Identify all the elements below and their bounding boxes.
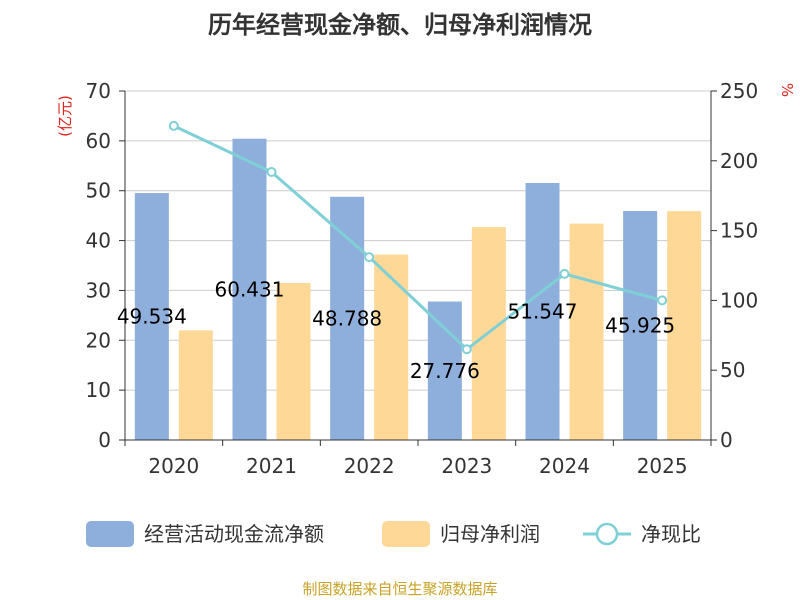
right-tick-label: 100 bbox=[720, 288, 758, 312]
x-tick-label: 2022 bbox=[344, 454, 395, 478]
bar-net-profit bbox=[178, 330, 213, 440]
x-tick-label: 2023 bbox=[441, 454, 492, 478]
bar-net-profit bbox=[276, 282, 311, 440]
bars bbox=[134, 138, 702, 440]
left-tick-label: 0 bbox=[98, 428, 111, 452]
line-net-cash-ratio bbox=[173, 124, 663, 352]
bar-operating-cashflow bbox=[134, 193, 169, 440]
data-label: 51.547 bbox=[508, 300, 578, 324]
x-tick-label: 2024 bbox=[539, 454, 590, 478]
axes: 0 10 20 30 40 50 60 70 0 50 100 150 200 250 2020 2021 20… bbox=[86, 79, 759, 478]
left-tick-label: 20 bbox=[86, 328, 111, 352]
legend-label-net-profit[interactable]: 归母净利润 bbox=[440, 522, 540, 546]
data-label: 48.788 bbox=[312, 306, 382, 330]
line-point bbox=[657, 295, 668, 306]
left-axis-unit: (亿元) bbox=[56, 95, 74, 137]
line-point bbox=[364, 252, 375, 263]
legend-swatch-marker[interactable] bbox=[595, 522, 619, 546]
bar-net-profit bbox=[667, 211, 702, 440]
bar-net-profit bbox=[374, 254, 409, 440]
legend-label-net-cash-ratio[interactable]: 净现比 bbox=[641, 522, 701, 546]
left-tick-label: 10 bbox=[86, 378, 111, 402]
right-tick-label: 0 bbox=[720, 428, 733, 452]
line-point bbox=[168, 120, 179, 131]
bar-operating-cashflow bbox=[232, 138, 267, 440]
bar-operating-cashflow bbox=[525, 183, 560, 440]
right-tick-label: 150 bbox=[720, 219, 758, 243]
legend[interactable]: 经营活动现金流净额 归母净利润 净现比 bbox=[86, 521, 701, 547]
line-point bbox=[559, 268, 570, 279]
x-tick-label: 2020 bbox=[148, 454, 199, 478]
data-labels: 49.534 60.431 48.788 27.776 51.547 45.925 bbox=[117, 277, 675, 382]
data-label: 60.431 bbox=[215, 277, 285, 301]
data-label: 49.534 bbox=[117, 305, 187, 329]
x-tick-label: 2021 bbox=[246, 454, 297, 478]
bar-operating-cashflow bbox=[427, 301, 462, 440]
left-tick-label: 50 bbox=[86, 179, 111, 203]
data-label: 45.925 bbox=[605, 314, 675, 338]
legend-label-operating-cashflow[interactable]: 经营活动现金流净额 bbox=[144, 522, 324, 546]
bar-net-profit bbox=[569, 223, 604, 440]
data-label: 27.776 bbox=[410, 359, 480, 383]
line-point bbox=[461, 344, 472, 355]
x-tick-label: 2025 bbox=[637, 454, 688, 478]
left-tick-label: 70 bbox=[86, 79, 111, 103]
right-tick-label: 250 bbox=[720, 79, 758, 103]
line-point bbox=[266, 166, 277, 177]
left-tick-label: 60 bbox=[86, 129, 111, 153]
source-note: 制图数据来自恒生聚源数据库 bbox=[302, 580, 497, 598]
right-tick-label: 200 bbox=[720, 149, 758, 173]
grid-lines bbox=[125, 90, 711, 391]
left-tick-label: 40 bbox=[86, 229, 111, 253]
bar-operating-cashflow bbox=[623, 211, 658, 440]
left-tick-label: 30 bbox=[86, 278, 111, 302]
right-axis-unit: % bbox=[778, 83, 796, 97]
legend-swatch-operating-cashflow[interactable] bbox=[86, 521, 134, 547]
legend-swatch-net-profit[interactable] bbox=[382, 521, 430, 547]
chart-title: 历年经营现金净额、归母净利润情况 bbox=[208, 11, 592, 39]
line-series bbox=[168, 120, 668, 355]
right-tick-label: 50 bbox=[720, 358, 745, 382]
